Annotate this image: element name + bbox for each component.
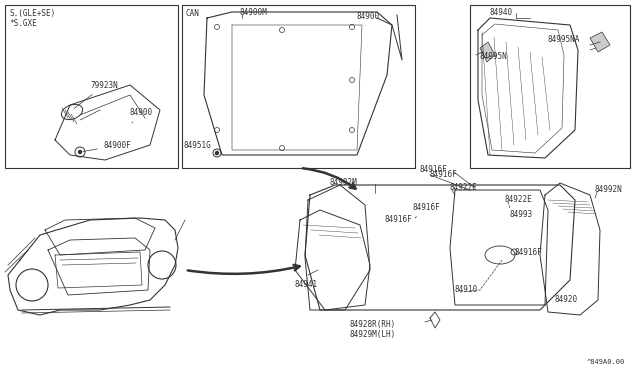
Text: 84916F: 84916F [430,170,458,179]
Text: 84900: 84900 [357,12,380,21]
Text: CAN: CAN [186,9,200,18]
Text: 84941: 84941 [295,280,318,289]
Text: 84995N: 84995N [480,52,508,61]
Bar [470,5,630,168]
Text: 84920: 84920 [555,295,578,304]
Text: 84902M: 84902M [330,178,358,187]
Text: 84916F: 84916F [515,248,543,257]
Circle shape [216,151,218,154]
Text: ^849A0.00: ^849A0.00 [587,359,625,365]
Bar [182,5,415,168]
Text: 84900M: 84900M [240,8,268,17]
Polygon shape [590,32,610,52]
Text: 84995NA: 84995NA [548,35,580,44]
Text: 84916F: 84916F [413,203,441,218]
Text: 84992N: 84992N [595,185,623,194]
Circle shape [79,151,81,154]
Text: 84951G: 84951G [184,141,217,155]
Text: 84940: 84940 [490,8,513,17]
Bar [5,5,178,168]
Text: 84922E: 84922E [450,183,477,192]
Text: 84910: 84910 [455,285,478,294]
Text: 84993: 84993 [510,210,533,219]
Text: S.(GLE+SE)
*S.GXE: S.(GLE+SE) *S.GXE [9,9,55,28]
Text: 84916F: 84916F [385,215,413,224]
Text: 84916F: 84916F [420,165,448,174]
Text: 84928R(RH): 84928R(RH) [350,320,396,329]
Text: 79923N: 79923N [74,81,118,108]
Text: 84900: 84900 [130,108,153,123]
Polygon shape [480,42,495,62]
Text: 84929M(LH): 84929M(LH) [350,330,396,339]
Text: 84900F: 84900F [83,141,131,151]
Text: 84922E: 84922E [505,195,532,204]
